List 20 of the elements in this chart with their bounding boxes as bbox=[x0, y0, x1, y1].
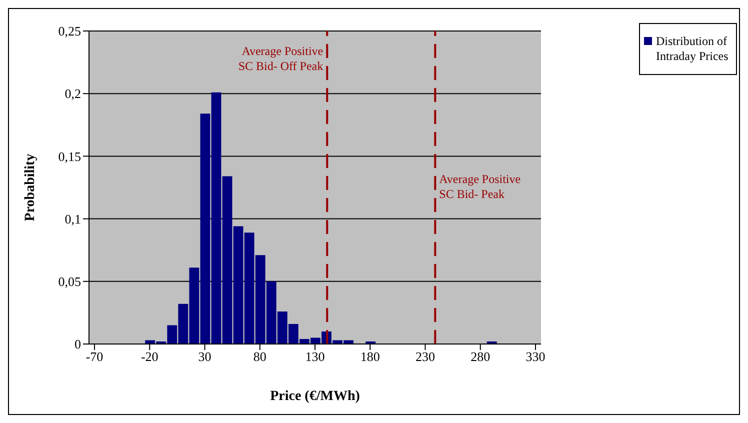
y-axis-title: Probability bbox=[22, 154, 38, 222]
x-tick-label: 30 bbox=[198, 349, 212, 364]
x-tick-label: 280 bbox=[470, 349, 490, 364]
x-tick-label: 180 bbox=[360, 349, 380, 364]
y-tick-label: 0,05 bbox=[58, 274, 81, 290]
y-tick-label: 0 bbox=[74, 336, 81, 352]
x-tick-label: 130 bbox=[305, 349, 325, 364]
y-tick-label: 0,25 bbox=[58, 24, 81, 39]
ref-line-label: Average Positive SC Bid- Peak bbox=[439, 172, 521, 201]
x-axis-title: Price (€/MWh) bbox=[270, 389, 360, 404]
y-tick-label: 0,1 bbox=[64, 211, 81, 226]
x-tick-label: 80 bbox=[253, 349, 266, 364]
y-tick-label: 0,15 bbox=[58, 148, 81, 164]
ref-line-label: Average Positive SC Bid- Off Peak bbox=[238, 44, 324, 73]
x-tick-label: 330 bbox=[526, 349, 546, 364]
legend-label: Distribution of Intraday Prices bbox=[656, 34, 730, 64]
x-tick-label: -70 bbox=[86, 349, 104, 364]
x-tick-label: 230 bbox=[415, 349, 435, 364]
x-tick-label: -20 bbox=[140, 349, 158, 364]
y-tick-label: 0,2 bbox=[64, 86, 81, 102]
